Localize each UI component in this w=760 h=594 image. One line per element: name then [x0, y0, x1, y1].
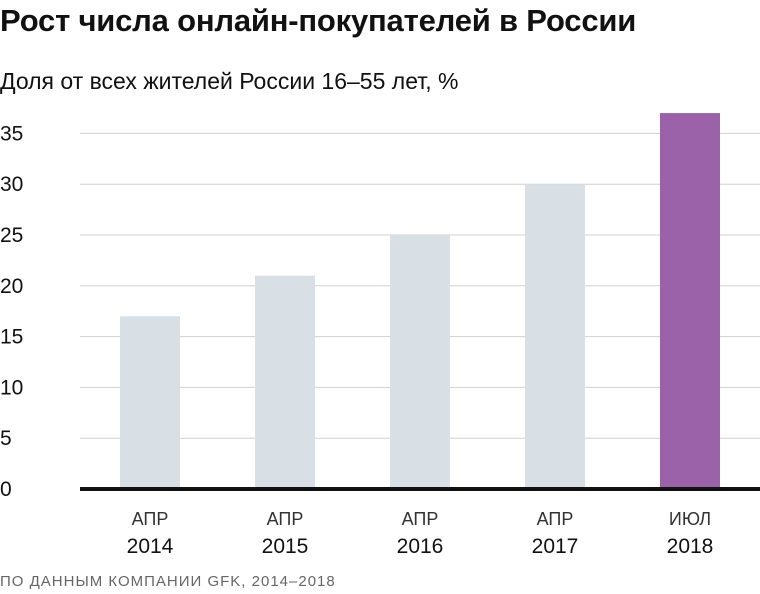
x-axis-ticks: АПР 2014 АПР 2015 АПР 2016 АПР 2017 ИЮЛ 2018	[127, 509, 714, 558]
x-tick-year: 2014	[127, 535, 174, 558]
y-tick-label: 20	[0, 275, 23, 298]
bar-2015	[255, 275, 315, 489]
x-tick-month: ИЮЛ	[669, 509, 711, 529]
y-tick-label: 25	[0, 224, 23, 247]
x-tick-month: АПР	[402, 509, 439, 529]
chart-title: Рост числа онлайн-покупателей в России	[0, 3, 637, 38]
x-tick-year: 2015	[262, 535, 309, 558]
bar-2018	[660, 113, 720, 489]
x-tick-month: АПР	[537, 509, 574, 529]
x-tick-year: 2016	[397, 535, 444, 558]
y-tick-label: 15	[0, 326, 23, 349]
bar-2017	[525, 184, 585, 489]
y-tick-label: 5	[0, 427, 12, 450]
y-tick-label: 10	[0, 376, 23, 399]
chart-subtitle: Доля от всех жителей России 16–55 лет, %	[0, 68, 459, 94]
x-tick-month: АПР	[132, 509, 169, 529]
bar-2014	[120, 316, 180, 489]
source-note: ПО ДАННЫМ КОМПАНИИ GFK, 2014–2018	[0, 573, 336, 590]
x-tick-year: 2018	[667, 535, 714, 558]
y-tick-label: 0	[0, 478, 12, 501]
y-tick-label: 35	[0, 122, 23, 145]
y-axis-ticks: 0 5 10 15 20 25 30 35	[0, 122, 23, 501]
y-tick-label: 30	[0, 173, 23, 196]
x-tick-month: АПР	[267, 509, 304, 529]
bars	[120, 113, 720, 489]
x-tick-year: 2017	[532, 535, 579, 558]
bar-2016	[390, 235, 450, 489]
